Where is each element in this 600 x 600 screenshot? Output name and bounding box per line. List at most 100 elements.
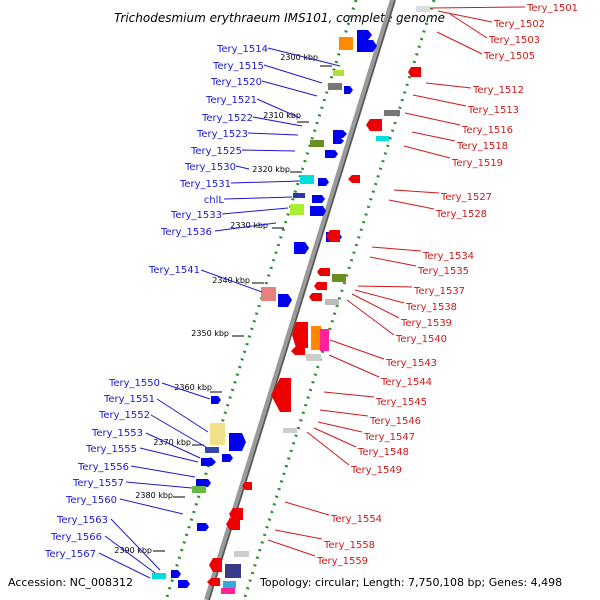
gene-feature xyxy=(320,329,329,351)
gene-arrow xyxy=(294,242,309,254)
gene-feature xyxy=(225,564,241,578)
leader-line xyxy=(317,421,363,433)
gene-arrow xyxy=(278,294,292,307)
gene-label: Tery_1514 xyxy=(216,44,268,55)
gene-arrow xyxy=(333,130,347,138)
gene-arrow xyxy=(344,86,353,94)
leader-line xyxy=(354,289,405,304)
gene-feature xyxy=(339,37,353,50)
leader-line xyxy=(110,518,161,571)
gene-feature xyxy=(300,175,314,184)
leader-line xyxy=(323,391,375,398)
gene-feature xyxy=(152,573,166,579)
gene-label: Tery_1525 xyxy=(190,146,242,157)
gene-arrow xyxy=(326,230,340,242)
leader-line xyxy=(449,13,488,39)
left-track xyxy=(164,0,358,600)
gene-arrow xyxy=(196,479,211,487)
gene-feature xyxy=(328,83,342,90)
gene-label: Tery_1518 xyxy=(456,141,508,152)
leader-line xyxy=(98,552,151,579)
kbp-label: 2300 kbp xyxy=(280,53,318,62)
leader-line xyxy=(388,199,435,210)
accession-text: Accession: NC_008312 xyxy=(8,576,133,589)
gene-label: Tery_1505 xyxy=(483,51,535,62)
gene-arrow xyxy=(171,570,181,578)
gene-label: Tery_1501 xyxy=(526,3,578,14)
leader-line xyxy=(404,112,461,126)
gene-label: Tery_1521 xyxy=(205,95,257,106)
leader-line xyxy=(328,354,380,378)
gene-arrow xyxy=(325,150,338,158)
gene-label: Tery_1540 xyxy=(395,334,447,345)
gene-arrow xyxy=(333,138,344,144)
gene-arrow xyxy=(229,433,246,451)
gene-arrow xyxy=(242,482,252,490)
leader-line xyxy=(214,222,277,232)
gene-label: Tery_1541 xyxy=(148,265,200,276)
gene-label: Tery_1530 xyxy=(184,162,236,173)
gene-arrow xyxy=(312,195,325,203)
gene-label: Tery_1516 xyxy=(461,125,513,136)
gene-arrow xyxy=(229,508,243,520)
leader-line xyxy=(263,64,323,84)
right-gene-labels: Tery_1501 Tery_1502 Tery_1503 Tery_1505 … xyxy=(267,3,578,567)
gene-arrow xyxy=(348,175,360,183)
gene-label: Tery_1528 xyxy=(435,209,487,220)
gene-feature xyxy=(376,136,389,141)
gene-arrow xyxy=(209,558,222,572)
leader-line xyxy=(436,31,483,55)
gene-label: Tery_1502 xyxy=(493,19,545,30)
leader-line xyxy=(139,447,199,463)
kbp-label: 2330 kbp xyxy=(230,221,268,230)
gene-feature xyxy=(223,581,236,588)
leader-line xyxy=(223,196,293,200)
gene-label: Tery_1554 xyxy=(330,514,382,525)
gene-feature xyxy=(290,204,304,215)
gene-label: Tery_1549 xyxy=(350,465,402,476)
leader-line xyxy=(247,132,299,136)
gene-feature xyxy=(210,423,225,445)
kbp-label: 2390 kbp xyxy=(114,546,152,555)
kbp-label: 2320 kbp xyxy=(252,165,290,174)
leader-line xyxy=(412,94,467,107)
gene-arrow xyxy=(291,347,305,355)
leader-line xyxy=(393,189,440,194)
plus-strand-genes xyxy=(207,6,430,594)
gene-feature xyxy=(192,486,206,493)
gene-arrow xyxy=(207,578,220,586)
gene-label: Tery_1523 xyxy=(196,129,248,140)
leader-line xyxy=(200,269,263,293)
gene-label: Tery_1548 xyxy=(357,447,409,458)
gene-label: Tery_1538 xyxy=(405,302,457,313)
leader-line xyxy=(431,6,526,9)
gene-feature xyxy=(261,287,276,301)
kbp-label: 2310 kbp xyxy=(263,111,301,120)
topology-text: Topology: circular; Length: 7,750,108 bp… xyxy=(259,576,562,589)
gene-label: Tery_1534 xyxy=(422,251,474,262)
kbp-label: 2350 kbp xyxy=(191,329,229,338)
gene-label: Tery_1556 xyxy=(77,462,129,473)
leader-line xyxy=(150,414,207,448)
gene-label: Tery_1557 xyxy=(72,478,124,489)
gene-feature xyxy=(310,140,324,147)
leader-line xyxy=(284,501,330,516)
leader-line xyxy=(104,535,156,574)
gene-arrow xyxy=(178,580,190,588)
leader-line xyxy=(274,529,323,540)
gene-arrow xyxy=(271,378,291,412)
gene-feature xyxy=(306,354,321,361)
leader-line xyxy=(241,149,296,152)
leader-line xyxy=(313,427,357,448)
kbp-label: 2380 kbp xyxy=(135,491,173,500)
leader-line xyxy=(130,465,196,478)
gene-label: Tery_1544 xyxy=(380,377,432,388)
gene-arrow xyxy=(222,454,233,462)
gene-label: Tery_1552 xyxy=(98,410,150,421)
gene-label: Tery_1567 xyxy=(44,549,96,560)
gene-label: Tery_1553 xyxy=(91,428,143,439)
gene-label: Tery_1527 xyxy=(440,192,492,203)
gene-label: Tery_1566 xyxy=(50,532,102,543)
gene-label: Tery_1536 xyxy=(160,227,212,238)
gene-feature xyxy=(205,447,219,453)
